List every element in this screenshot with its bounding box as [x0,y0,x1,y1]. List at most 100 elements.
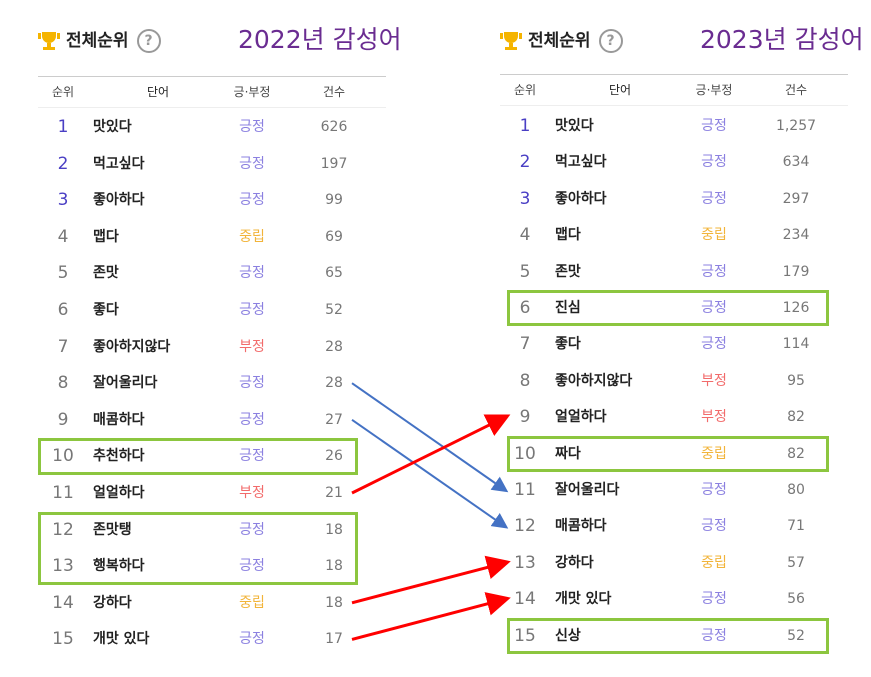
ranking-panel-2022: 전체순위 ? 2022년 감성어 순위 단어 긍·부정 건수 1 맛있다 긍정 … [38,0,402,677]
sentiment-badge: 긍정 [239,302,265,318]
table-row[interactable]: 2 먹고싶다 긍정 634 [500,145,848,179]
table-row[interactable]: 12 매콤하다 긍정 71 [500,509,848,543]
col-rank: 순위 [51,85,75,99]
table-row[interactable]: 4 맵다 중립 234 [500,218,848,252]
sentiment-badge: 긍정 [239,558,265,575]
table-row[interactable]: 3 좋아하다 긍정 297 [500,182,848,216]
table-row[interactable]: 8 좋아하지않다 부정 95 [500,364,848,398]
table-row[interactable]: 2 먹고싶다 긍정 197 [38,147,386,181]
table-row[interactable]: 13 강하다 중립 57 [500,546,848,580]
col-sentiment: 긍·부정 [233,85,271,99]
rank-change-arrow [351,592,511,641]
count: 634 [782,154,810,171]
word: 짜다 [555,445,581,462]
table-row[interactable]: 7 좋다 긍정 114 [500,327,848,361]
sentiment-badge: 긍정 [701,336,727,353]
rank: 1 [519,116,531,136]
table-row[interactable]: 6 좋다 긍정 52 [38,293,386,327]
highlight-box [38,438,358,475]
help-icon[interactable]: ? [598,29,623,53]
count: 71 [787,518,805,535]
sentiment-badge: 긍정 [239,631,265,648]
word: 매콤하다 [555,518,607,535]
count: 99 [325,192,343,209]
count: 26 [325,448,343,465]
word: 먹고싶다 [555,154,607,171]
count: 1,257 [775,118,817,134]
table-row[interactable]: 15 신상 긍정 52 [500,619,848,653]
sentiment-badge: 긍정 [701,154,727,171]
panel-title: 전체순위 [66,31,129,51]
word: 잘어울리다 [555,482,620,498]
count: 297 [782,190,810,207]
sentiment-badge: 긍정 [239,265,265,282]
word: 맛있다 [93,119,132,135]
word: 강하다 [555,554,594,571]
rank: 11 [52,483,74,503]
sentiment-badge: 중립 [701,554,727,571]
table-row[interactable]: 1 맛있다 긍정 1,257 [500,109,848,143]
rank: 5 [519,261,531,282]
count: 95 [787,372,805,389]
word: 존맛탱 [93,521,132,538]
table-row[interactable]: 11 잘어울리다 긍정 80 [500,473,848,507]
rank: 6 [519,298,531,318]
table-row[interactable]: 5 존맛 긍정 65 [38,256,386,290]
word: 개맛 있다 [555,591,612,608]
table-row[interactable]: 13 행복하다 긍정 18 [38,549,386,583]
table-row[interactable]: 10 짜다 중립 82 [500,437,848,471]
word: 존맛 [93,265,119,282]
count: 82 [787,445,805,462]
table-row[interactable]: 14 강하다 중립 18 [38,586,386,620]
sentiment-badge: 긍정 [239,192,265,209]
rank: 1 [57,117,69,137]
word: 얼얼하다 [93,485,145,501]
col-rank: 순위 [513,83,537,97]
sentiment-badge: 중립 [701,227,727,244]
rank: 9 [57,409,69,430]
sentiment-badge: 긍정 [701,300,727,316]
highlight-box [507,617,829,654]
table-row[interactable]: 7 좋아하지않다 부정 28 [38,330,386,364]
rank-change-arrow [351,418,509,529]
year-title: 2022년 감성어 [238,25,402,54]
word: 좋아하다 [555,190,607,207]
rank-change-arrow [351,414,511,495]
highlight-box [507,290,829,327]
word: 매콤하다 [93,411,145,428]
word: 잘어울리다 [93,375,158,392]
count: 234 [782,227,810,244]
sentiment-badge: 긍정 [701,263,727,280]
table-row[interactable]: 9 얼얼하다 부정 82 [500,400,848,434]
table-row[interactable]: 8 잘어울리다 긍정 28 [38,366,386,400]
word: 강하다 [93,594,132,611]
sentiment-badge: 부정 [701,409,727,426]
table-row[interactable]: 5 존맛 긍정 179 [500,255,848,289]
rank: 7 [519,334,531,355]
sentiment-badge: 중립 [701,445,727,462]
rank: 10 [514,443,536,464]
table-row[interactable]: 11 얼얼하다 부정 21 [38,476,386,510]
rank: 3 [57,190,69,211]
table-row[interactable]: 14 개맛 있다 긍정 56 [500,582,848,616]
table-row[interactable]: 10 추천하다 긍정 26 [38,439,386,473]
table-row[interactable]: 9 매콤하다 긍정 27 [38,403,386,437]
table-row[interactable]: 4 맵다 중립 69 [38,220,386,254]
help-icon[interactable]: ? [136,29,161,53]
table-row[interactable]: 1 맛있다 긍정 626 [38,110,386,144]
table-row[interactable]: 6 진심 긍정 126 [500,291,848,325]
sentiment-badge: 긍정 [239,448,265,465]
table-row[interactable]: 3 좋아하다 긍정 99 [38,183,386,217]
rank-change-arrow [351,555,511,605]
sentiment-badge: 부정 [239,338,265,355]
col-sentiment: 긍·부정 [695,83,733,97]
table-row[interactable]: 12 존맛탱 긍정 18 [38,513,386,547]
panel-title: 전체순위 [528,31,591,51]
rank: 6 [57,300,69,320]
sentiment-badge: 긍정 [701,627,727,644]
count: 17 [325,631,343,648]
sentiment-badge: 부정 [239,485,265,501]
rank: 2 [57,153,69,174]
table-row[interactable]: 15 개맛 있다 긍정 17 [38,622,386,656]
table-header: 순위 단어 긍·부정 건수 [38,76,386,108]
